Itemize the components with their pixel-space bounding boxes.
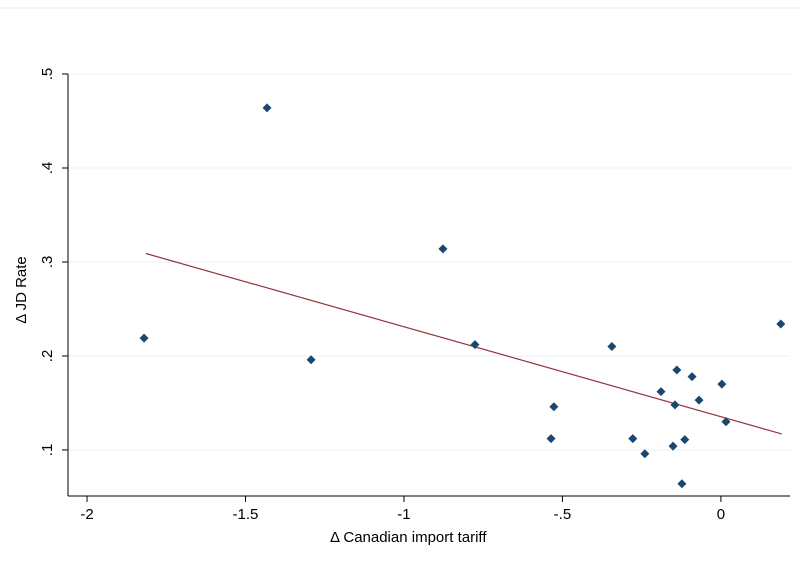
point <box>546 434 556 444</box>
point <box>694 395 704 405</box>
point <box>680 435 690 445</box>
point <box>776 319 786 329</box>
point <box>656 387 666 397</box>
y-axis-label: Δ JD Rate <box>13 256 30 324</box>
x-tick-label: -.5 <box>554 506 572 523</box>
point <box>721 417 731 427</box>
point <box>438 244 448 254</box>
point <box>549 402 559 412</box>
point <box>672 365 682 375</box>
y-tick-label: .5 <box>39 68 56 81</box>
point <box>717 379 727 389</box>
x-axis-label: Δ Canadian import tariff <box>330 529 487 546</box>
x-tick-label: -2 <box>80 506 93 523</box>
point <box>628 434 638 444</box>
x-tick-label: -1 <box>397 506 410 523</box>
point <box>607 342 617 352</box>
point <box>306 355 316 365</box>
x-tick-label: 0 <box>717 506 725 523</box>
point <box>687 372 697 382</box>
point <box>668 441 678 451</box>
point <box>677 479 687 489</box>
point <box>262 103 272 113</box>
point <box>670 400 680 410</box>
y-tick-label: .4 <box>39 162 56 175</box>
point <box>640 449 650 459</box>
y-tick-label: .2 <box>39 350 56 363</box>
y-tick-label: .3 <box>39 256 56 269</box>
point <box>470 340 480 350</box>
y-tick-label: .1 <box>39 444 56 457</box>
point <box>139 333 149 343</box>
x-tick-label: -1.5 <box>233 506 259 523</box>
